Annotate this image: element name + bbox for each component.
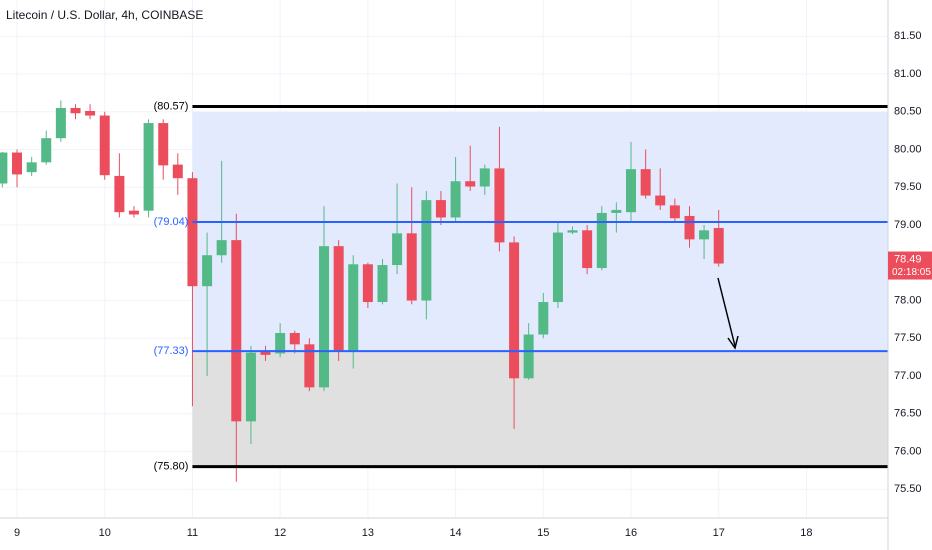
- candle-body: [362, 264, 373, 303]
- candle-body: [304, 344, 315, 388]
- candle-body: [70, 107, 81, 114]
- candle-body: [494, 168, 505, 243]
- candle-body: [289, 333, 300, 345]
- axes: 75.5076.0076.5077.0077.5078.0078.5079.00…: [14, 30, 932, 539]
- candle-body: [245, 352, 256, 422]
- y-tick-label: 77.00: [894, 370, 922, 382]
- candle-body: [465, 181, 476, 187]
- candle-body: [523, 334, 534, 379]
- candle-body: [348, 264, 359, 351]
- zone: [192, 351, 889, 467]
- level-label: (79.04): [154, 216, 189, 228]
- candle-body: [626, 169, 637, 213]
- level-label: (77.33): [154, 345, 189, 357]
- candle-body: [41, 138, 52, 163]
- y-tick-label: 78.00: [894, 294, 922, 306]
- x-tick-label: 16: [625, 527, 637, 539]
- candle-body: [55, 107, 66, 139]
- countdown-label: 02:18:05: [892, 267, 931, 278]
- candle-body: [172, 164, 183, 179]
- last-price-tag: [888, 251, 932, 280]
- candle-body: [596, 212, 607, 269]
- arrow-head: [727, 335, 739, 350]
- candle-body: [611, 209, 622, 213]
- levels: (80.57) (79.04) (77.33) (75.80): [154, 100, 888, 473]
- candle-body: [450, 181, 461, 218]
- y-tick-label: 80.50: [894, 106, 922, 118]
- candle-body: [275, 333, 286, 354]
- candle-body: [479, 168, 490, 187]
- x-tick-label: 12: [274, 527, 286, 539]
- candle-body: [640, 169, 651, 196]
- candle-body: [655, 195, 666, 206]
- candle-body: [85, 111, 96, 116]
- candle-body: [392, 233, 403, 266]
- x-tick-label: 17: [713, 527, 725, 539]
- candle-body: [128, 210, 139, 215]
- x-tick-label: 18: [800, 527, 812, 539]
- candle-body: [567, 230, 578, 233]
- zones: [192, 111, 889, 467]
- candle-body: [699, 230, 710, 240]
- candle-body: [435, 200, 446, 218]
- x-tick-label: 13: [362, 527, 374, 539]
- candle-body: [552, 232, 563, 303]
- level-label: (75.80): [154, 461, 189, 473]
- x-tick-label: 14: [449, 527, 461, 539]
- candle-body: [582, 230, 593, 269]
- candle-body: [12, 152, 23, 175]
- last-price-label: 78.49: [894, 253, 922, 265]
- y-tick-label: 79.00: [894, 219, 922, 231]
- arrow: [717, 277, 736, 347]
- candle-body: [421, 200, 432, 301]
- candle-body: [406, 233, 417, 301]
- y-tick-label: 80.00: [894, 143, 922, 155]
- candle-body: [143, 123, 154, 211]
- x-tick-label: 15: [537, 527, 549, 539]
- candle-body: [260, 351, 271, 355]
- candle-body: [231, 240, 242, 422]
- y-tick-label: 81.50: [894, 30, 922, 42]
- x-tick-label: 10: [99, 527, 111, 539]
- candle-body: [114, 175, 125, 213]
- candle-body: [377, 265, 388, 303]
- candle-body: [99, 115, 110, 176]
- candle-body: [158, 123, 169, 166]
- candle-body: [538, 302, 549, 335]
- candle-body: [669, 205, 680, 219]
- candle-body: [216, 240, 227, 256]
- candle-body: [684, 215, 695, 240]
- y-tick-label: 77.50: [894, 332, 922, 344]
- y-tick-label: 75.50: [894, 483, 922, 495]
- y-tick-label: 79.50: [894, 181, 922, 193]
- candle-body: [202, 255, 213, 287]
- candle-body: [319, 246, 330, 388]
- y-tick-label: 81.00: [894, 68, 922, 80]
- candle-body: [0, 152, 8, 184]
- candles: [0, 100, 724, 482]
- level-label: (80.57): [154, 100, 189, 112]
- chart-title: Litecoin / U.S. Dollar, 4h, COINBASE: [6, 8, 203, 22]
- candle-body: [26, 162, 37, 173]
- x-tick-label: 9: [14, 527, 20, 539]
- y-tick-label: 76.50: [894, 408, 922, 420]
- y-tick-label: 76.00: [894, 445, 922, 457]
- candle-body: [187, 178, 198, 287]
- candle-body: [509, 242, 520, 379]
- x-tick-label: 11: [187, 527, 198, 539]
- candle-body: [713, 228, 724, 264]
- candle-body: [333, 246, 344, 351]
